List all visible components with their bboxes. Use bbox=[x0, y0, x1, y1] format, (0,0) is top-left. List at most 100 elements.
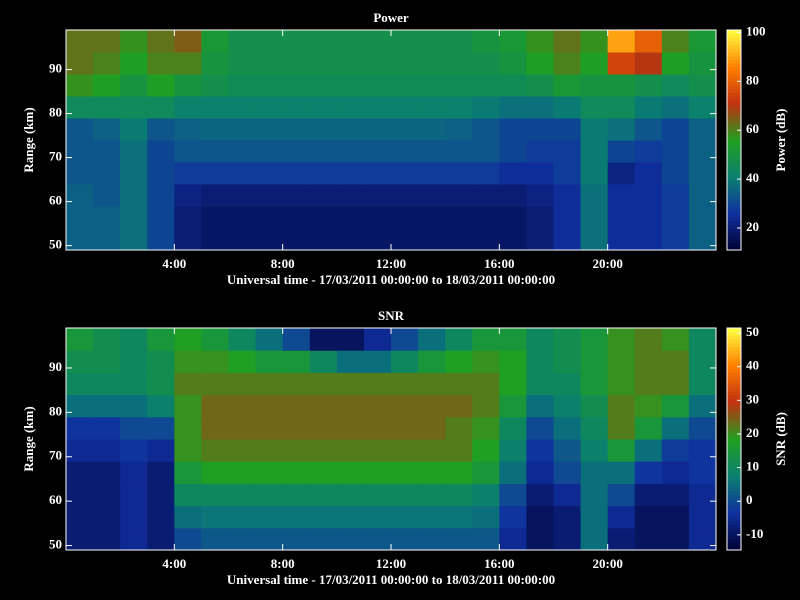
heat-cell bbox=[499, 527, 527, 551]
heat-cell bbox=[661, 228, 690, 251]
heat-cell bbox=[472, 394, 500, 418]
colorbar-strip bbox=[727, 140, 741, 145]
heat-cell bbox=[580, 162, 609, 185]
heat-cell bbox=[661, 30, 690, 53]
heat-cell bbox=[553, 228, 582, 251]
colorbar-strip bbox=[727, 74, 741, 79]
heat-cell bbox=[255, 52, 284, 75]
heat-cell bbox=[174, 184, 202, 207]
heat-cell bbox=[255, 30, 284, 53]
heat-cell bbox=[499, 118, 527, 141]
heat-cell bbox=[147, 328, 175, 351]
heat-cell bbox=[661, 328, 690, 351]
heat-cell bbox=[499, 328, 527, 351]
colorbar-strip bbox=[727, 524, 741, 529]
heat-cell bbox=[526, 483, 554, 507]
heat-cell bbox=[472, 350, 500, 373]
heat-cell bbox=[309, 206, 338, 229]
colorbar-strip bbox=[727, 99, 741, 104]
colorbar-strip bbox=[727, 66, 741, 71]
heat-cell bbox=[201, 206, 229, 229]
y-tick-label: 50 bbox=[49, 537, 62, 552]
colorbar-strip bbox=[727, 52, 741, 57]
colorbar-strip bbox=[727, 224, 741, 229]
colorbar-strip bbox=[727, 442, 741, 447]
colorbar-strip bbox=[727, 498, 741, 503]
heat-cell bbox=[634, 527, 663, 551]
heat-cell bbox=[93, 461, 121, 484]
heat-cell bbox=[363, 162, 392, 185]
colorbar-strip bbox=[727, 357, 741, 362]
heat-cell bbox=[661, 118, 690, 141]
heat-cell bbox=[93, 416, 121, 440]
colorbar-strip bbox=[727, 516, 741, 521]
chart-title: SNR bbox=[378, 308, 405, 323]
x-tick-label: 20:00 bbox=[592, 556, 622, 571]
heat-cell bbox=[228, 30, 257, 53]
colorbar-strip bbox=[727, 220, 741, 225]
heat-cell bbox=[472, 118, 500, 141]
chart-title: Power bbox=[373, 10, 409, 25]
heat-cell bbox=[661, 372, 690, 396]
heat-cell bbox=[607, 483, 636, 507]
heat-cell bbox=[418, 118, 446, 141]
heat-cell bbox=[418, 461, 446, 484]
colorbar-tick-label: 30 bbox=[746, 391, 759, 406]
colorbar-strip bbox=[727, 361, 741, 366]
heat-cell bbox=[445, 184, 473, 207]
heat-cell bbox=[688, 461, 717, 484]
heat-cell bbox=[120, 439, 148, 462]
heat-cell bbox=[661, 461, 690, 484]
x-axis-label: Universal time - 17/03/2011 00:00:00 to … bbox=[227, 272, 555, 287]
heat-cell bbox=[526, 184, 554, 207]
heat-cell bbox=[526, 118, 554, 141]
colorbar-strip bbox=[727, 353, 741, 359]
heat-cell bbox=[147, 416, 175, 440]
heat-cell bbox=[607, 118, 636, 141]
heat-cell bbox=[228, 140, 257, 163]
heat-cell bbox=[282, 30, 311, 53]
heat-cell bbox=[174, 483, 202, 507]
heat-cell bbox=[634, 483, 663, 507]
y-tick-label: 60 bbox=[49, 492, 62, 507]
heat-cell bbox=[634, 394, 663, 418]
heat-cell bbox=[607, 439, 636, 462]
heat-cell bbox=[472, 328, 500, 351]
heat-cell bbox=[472, 74, 500, 97]
heat-cell bbox=[282, 228, 311, 251]
heat-cell bbox=[336, 461, 365, 484]
heat-cell bbox=[363, 350, 392, 373]
heat-cell bbox=[607, 328, 636, 351]
heat-cell bbox=[309, 30, 338, 53]
colorbar-strip bbox=[727, 125, 741, 130]
heat-cell bbox=[553, 206, 582, 229]
heat-cell bbox=[93, 394, 121, 418]
heat-cell bbox=[661, 96, 690, 119]
colorbar-strip bbox=[727, 450, 741, 455]
heat-cell bbox=[580, 228, 609, 251]
heat-cell bbox=[174, 30, 202, 53]
heat-cell bbox=[228, 505, 257, 529]
heat-cell bbox=[688, 394, 717, 418]
heat-cell bbox=[688, 30, 717, 53]
heat-cell bbox=[174, 162, 202, 185]
heat-cell bbox=[391, 461, 419, 484]
heat-cell bbox=[201, 328, 229, 351]
heat-cell bbox=[661, 184, 690, 207]
heat-cell bbox=[553, 52, 582, 75]
colorbar-strip bbox=[727, 350, 741, 355]
colorbar-strip bbox=[727, 476, 741, 481]
heat-cell bbox=[174, 394, 202, 418]
heat-cell bbox=[255, 140, 284, 163]
heat-cell bbox=[607, 527, 636, 551]
heat-cell bbox=[499, 162, 527, 185]
heat-cell bbox=[499, 461, 527, 484]
heat-cell bbox=[445, 74, 473, 97]
heat-cell bbox=[66, 461, 94, 484]
heat-cell bbox=[309, 184, 338, 207]
heat-cell bbox=[553, 118, 582, 141]
heat-cell bbox=[282, 483, 311, 507]
y-tick-label: 80 bbox=[49, 403, 62, 418]
heat-cell bbox=[201, 439, 229, 462]
heat-cell bbox=[607, 228, 636, 251]
